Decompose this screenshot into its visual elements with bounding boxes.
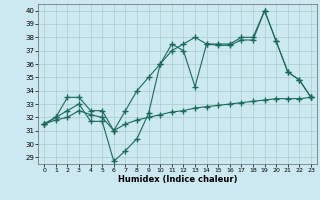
- X-axis label: Humidex (Indice chaleur): Humidex (Indice chaleur): [118, 175, 237, 184]
